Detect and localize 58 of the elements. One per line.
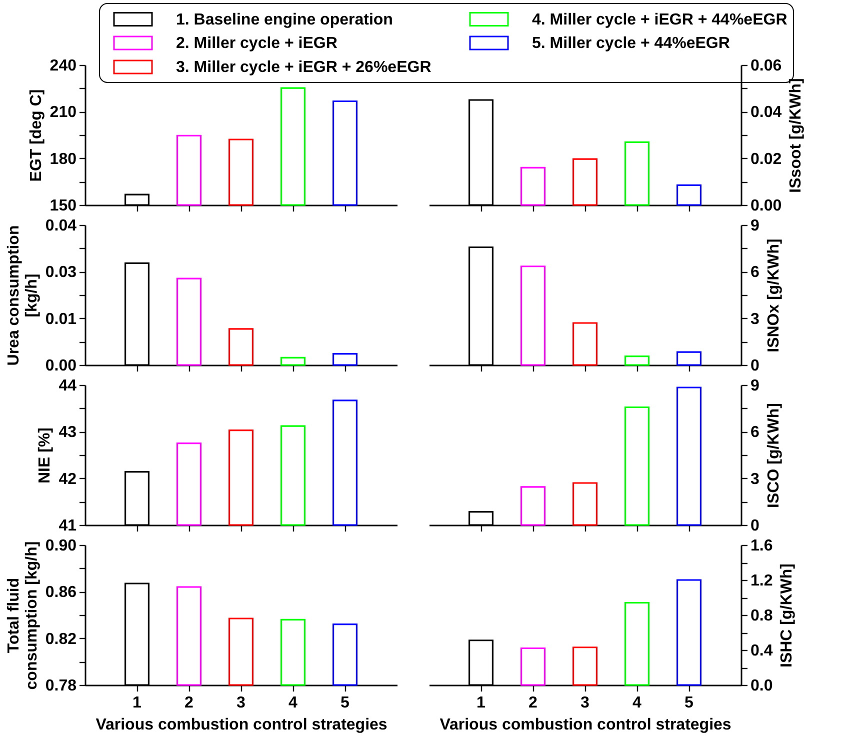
y-tick-label: 210 [50,104,77,122]
y-tick-label: 150 [50,198,77,214]
y-tick-label: 6 [750,424,760,442]
x-tick-label: 5 [340,694,350,712]
y-tick-label: 9 [750,218,760,234]
x-tick-label: 2 [528,694,538,712]
x-tick-label: 4 [632,694,642,712]
x-tick-label: 1 [476,694,486,712]
y-tick-label: 0.82 [45,630,77,648]
y-axis-title: NIE [%] [36,428,54,484]
y-tick-label: 0.02 [750,150,782,168]
y-axis-title: ISsoot [g/KWh] [788,78,805,193]
legend-label: 1. Baseline engine operation [176,11,393,28]
y-tick-label: 42 [58,470,77,488]
x-tick-label: 4 [288,694,298,712]
y-tick-label: 41 [58,518,77,534]
y-tick-label: 0.78 [45,678,77,694]
y-tick-label: 0.04 [45,218,77,234]
y-tick-label: 0.86 [45,584,77,602]
y-tick-label: 0.03 [45,264,77,282]
legend-label: 2. Miller cycle + iEGR [176,35,338,52]
x-axis-title: Various combustion control strategies [96,716,388,734]
y-tick-label: 1.6 [750,538,773,554]
y-tick-label: 9 [750,378,760,394]
y-axis-title: EGT [deg C] [28,89,45,182]
x-tick-label: 3 [580,694,590,712]
y-axis-title: ISHC [g/KWh] [778,564,796,668]
y-tick-label: 43 [58,424,77,442]
y-axis-title: ISNOx [g/KWh] [765,238,782,352]
x-tick-label: 2 [184,694,194,712]
x-tick-label: 3 [236,694,246,712]
y-tick-label: 44 [58,378,77,394]
x-tick-label: 5 [684,694,694,712]
y-tick-label: 0.00 [750,198,782,214]
y-axis-title: Urea consumption [kg/h] [5,225,40,366]
x-tick-label: 1 [132,694,142,712]
y-tick-label: 0 [750,358,760,374]
y-tick-label: 0.01 [45,310,77,328]
y-axis-title: ISCO [g/KWh] [765,403,782,508]
y-tick-label: 0.8 [750,608,773,624]
legend-label: 5. Miller cycle + 44%eEGR [532,35,730,52]
y-tick-label: 240 [50,58,77,74]
y-tick-label: 0.90 [45,538,77,554]
legend-label: 4. Miller cycle + iEGR + 44%eEGR [532,11,788,28]
y-tick-label: 6 [750,264,760,282]
y-tick-label: 3 [750,470,760,488]
y-tick-label: 0.4 [750,642,773,660]
y-tick-label: 3 [750,310,760,328]
x-axis-title: Various combustion control strategies [440,716,732,734]
y-tick-label: 0 [750,518,760,534]
y-tick-label: 0.00 [45,358,77,374]
y-tick-label: 0.06 [750,58,782,74]
y-tick-label: 180 [50,150,77,168]
y-tick-label: 0.04 [750,104,782,122]
legend-label: 3. Miller cycle + iEGR + 26%eEGR [176,59,432,76]
y-tick-label: 1.2 [750,572,773,590]
y-axis-title: Total fluid consumption [kg/h] [5,541,40,690]
y-tick-label: 0.0 [750,678,773,694]
